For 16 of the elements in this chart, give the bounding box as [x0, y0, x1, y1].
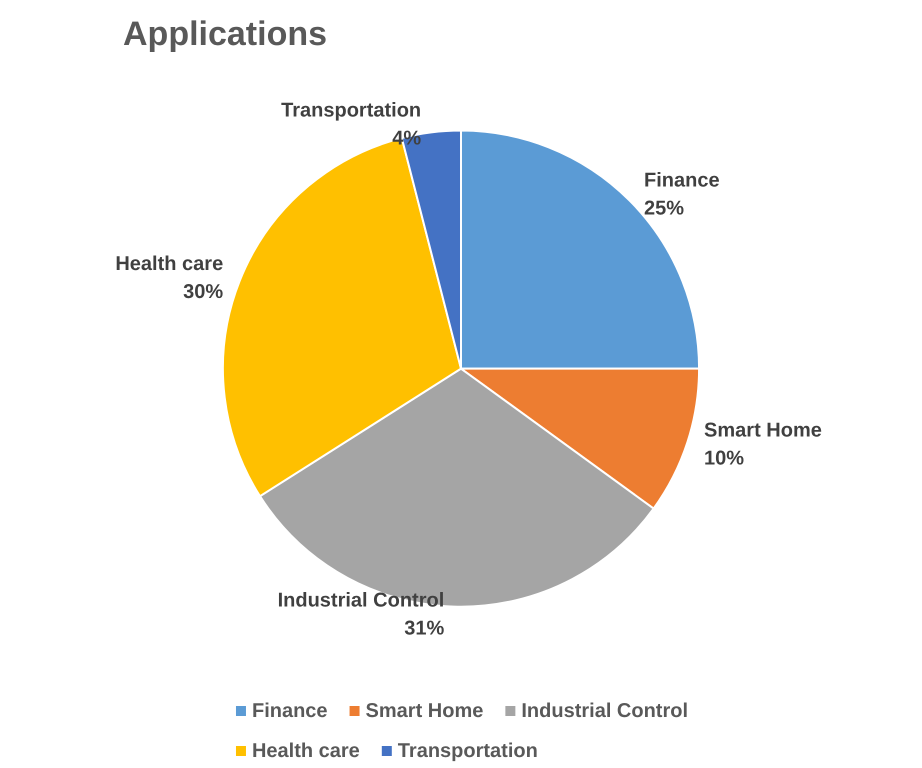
legend-label: Smart Home	[366, 700, 484, 722]
chart-title: Applications	[123, 15, 328, 53]
data-label: 4%	[392, 128, 422, 150]
slice-label: Smart Home	[704, 420, 822, 442]
data-label: 31%	[404, 618, 444, 640]
legend-label: Industrial Control	[521, 700, 688, 722]
slice-label: Transportation	[281, 100, 422, 122]
slice-label: Finance	[644, 170, 720, 192]
legend-label: Finance	[252, 700, 328, 722]
legend-label: Transportation	[398, 740, 538, 762]
legend-label: Health care	[252, 740, 360, 762]
data-label: 30%	[183, 281, 224, 304]
data-label: 25%	[644, 198, 684, 220]
data-label: 10%	[704, 448, 744, 470]
slice-label: Industrial Control	[278, 590, 444, 612]
slice-label: Health care	[115, 253, 224, 276]
